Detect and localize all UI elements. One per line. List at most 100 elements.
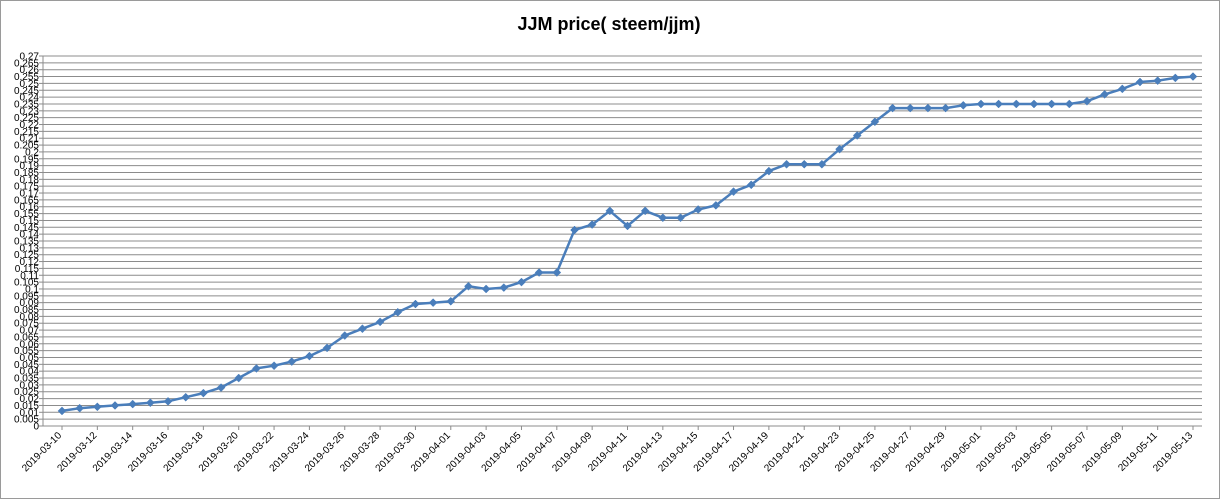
y-tick-label: 0.075: [14, 319, 39, 330]
y-tick-label: 0.16: [20, 202, 40, 213]
y-tick-label: 0.19: [20, 161, 40, 172]
data-point: [605, 206, 615, 216]
data-point: [764, 166, 774, 176]
y-tick-label: 0.035: [14, 374, 39, 385]
data-point: [146, 398, 155, 408]
y-tick-label: 0.21: [20, 134, 40, 145]
data-point: [358, 324, 367, 334]
y-tick-label: 0.2: [25, 147, 39, 158]
y-tick-labels: 00.0050.010.0150.020.0250.030.0350.040.0…: [14, 52, 39, 433]
y-tick-label: 0.13: [20, 243, 40, 254]
data-point: [1117, 84, 1127, 94]
y-tick-label: 0.015: [14, 401, 39, 412]
y-tick-label: 0.12: [20, 257, 40, 268]
y-tick-label: 0.195: [14, 154, 39, 165]
data-point: [1047, 99, 1056, 109]
grid-layer: [43, 55, 1202, 420]
y-tick-label: 0.175: [14, 182, 39, 193]
data-point: [234, 373, 244, 383]
y-tick-label: 0.085: [14, 305, 39, 316]
y-tick-label: 0.02: [20, 394, 40, 405]
y-tick-label: 0.155: [14, 209, 39, 220]
series-layer: [57, 72, 1198, 416]
data-point: [481, 284, 491, 294]
y-tick-label: 0.04: [20, 367, 40, 378]
y-tick-label: 0.095: [14, 291, 39, 302]
data-point: [958, 100, 968, 110]
y-tick-label: 0.07: [20, 326, 40, 337]
data-point: [534, 268, 544, 277]
data-point: [905, 103, 915, 113]
series-line: [61, 75, 1194, 413]
data-point: [1170, 73, 1180, 83]
data-point: [693, 205, 703, 214]
data-point: [216, 383, 226, 392]
data-point: [870, 117, 880, 127]
data-point: [799, 159, 809, 169]
data-point: [923, 103, 933, 113]
data-point: [623, 221, 632, 231]
data-point: [570, 225, 579, 235]
y-tick-label: 0.235: [14, 99, 39, 110]
y-tick-label: 0.255: [14, 72, 39, 83]
y-tick-label: 0.225: [14, 113, 39, 124]
data-point: [305, 351, 314, 361]
data-point: [340, 331, 350, 340]
y-tick-label: 0.125: [14, 250, 39, 261]
data-point: [181, 392, 191, 402]
y-tick-label: 0.27: [20, 52, 40, 63]
data-point: [199, 388, 208, 398]
y-tick-label: 0.005: [14, 415, 39, 426]
data-point: [1153, 76, 1163, 86]
data-point: [1135, 77, 1145, 87]
data-point: [322, 343, 332, 353]
data-point: [746, 180, 756, 190]
y-tick-label: 0.205: [14, 141, 39, 152]
y-tick-label: 0.045: [14, 360, 39, 371]
y-tick-label: 0.22: [20, 120, 40, 131]
data-point: [287, 357, 297, 366]
y-tick-label: 0.055: [14, 346, 39, 357]
y-tick-label: 0.09: [20, 298, 40, 309]
y-tick-label: 0.245: [14, 86, 39, 97]
y-tick-label: 0.145: [14, 223, 39, 234]
y-tick-label: 0.265: [14, 58, 39, 69]
data-point: [57, 406, 67, 416]
data-point: [163, 396, 173, 406]
y-tick-label: 0.105: [14, 278, 39, 289]
y-tick-label: 0.065: [14, 332, 39, 343]
data-point: [941, 103, 950, 113]
y-tick-label: 0.03: [20, 380, 40, 391]
data-point: [110, 401, 120, 410]
y-tick-label: 0.18: [20, 175, 40, 186]
y-tick-label: 0.1: [25, 284, 39, 295]
data-point: [92, 402, 102, 412]
data-point: [1082, 96, 1092, 106]
data-point: [375, 317, 385, 327]
y-tick-label: 0.185: [14, 168, 39, 179]
y-tick-label: 0.14: [20, 230, 40, 241]
y-tick-label: 0.23: [20, 106, 40, 117]
y-tick-label: 0.06: [20, 339, 40, 350]
data-point: [269, 361, 279, 371]
data-point: [976, 99, 986, 109]
data-point: [994, 99, 1003, 109]
data-point: [428, 298, 438, 308]
data-point: [835, 144, 844, 154]
y-tick-label: 0.115: [15, 264, 40, 275]
y-tick-label: 0.215: [14, 127, 39, 138]
y-tick-label: 0.05: [20, 353, 40, 364]
y-tick-label: 0.01: [20, 408, 40, 419]
data-point: [1029, 99, 1039, 109]
data-point: [729, 187, 738, 197]
y-tick-label: 0.17: [20, 189, 40, 200]
y-tick-label: 0.15: [20, 216, 40, 227]
y-tick-label: 0.135: [14, 237, 39, 248]
data-point: [782, 159, 791, 169]
data-point: [1064, 99, 1074, 109]
chart-title: JJM price( steem/jjm): [517, 14, 701, 34]
y-tick-label: 0.26: [20, 65, 40, 76]
data-point: [517, 277, 526, 287]
data-point: [252, 364, 261, 373]
